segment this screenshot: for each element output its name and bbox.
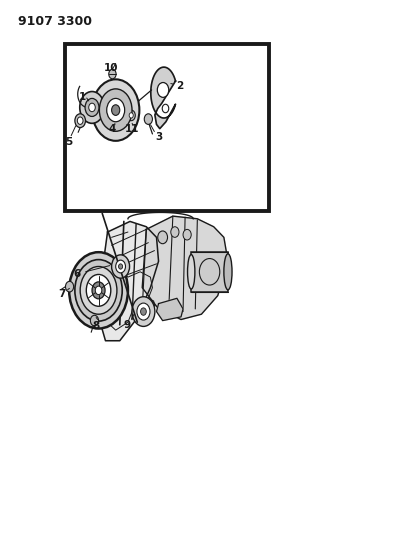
Text: 3: 3 xyxy=(155,132,162,142)
Circle shape xyxy=(158,231,168,244)
Polygon shape xyxy=(142,216,228,319)
Text: 8: 8 xyxy=(92,321,100,331)
Circle shape xyxy=(85,99,99,116)
Circle shape xyxy=(99,89,132,131)
Circle shape xyxy=(118,264,122,269)
Text: 10: 10 xyxy=(104,63,118,72)
Circle shape xyxy=(90,316,99,326)
Circle shape xyxy=(65,281,74,292)
Circle shape xyxy=(92,282,105,299)
Text: 11: 11 xyxy=(125,124,139,134)
Text: 4: 4 xyxy=(109,124,116,134)
Circle shape xyxy=(107,99,125,122)
Text: 5: 5 xyxy=(65,137,72,147)
Circle shape xyxy=(112,105,120,115)
Circle shape xyxy=(109,69,116,79)
Circle shape xyxy=(89,103,95,112)
Circle shape xyxy=(95,286,102,295)
Circle shape xyxy=(92,79,139,141)
Circle shape xyxy=(77,117,83,124)
Circle shape xyxy=(112,255,129,278)
Circle shape xyxy=(157,83,169,98)
Bar xyxy=(65,44,269,211)
Circle shape xyxy=(137,303,150,320)
Polygon shape xyxy=(151,67,175,128)
Circle shape xyxy=(141,308,146,316)
Text: 7: 7 xyxy=(58,289,65,299)
Circle shape xyxy=(144,114,152,124)
Circle shape xyxy=(69,252,128,328)
Circle shape xyxy=(75,114,85,127)
Bar xyxy=(191,252,228,292)
Circle shape xyxy=(162,104,169,113)
Ellipse shape xyxy=(224,254,232,290)
Polygon shape xyxy=(157,298,183,320)
Polygon shape xyxy=(99,221,159,341)
Circle shape xyxy=(86,274,111,306)
Circle shape xyxy=(115,260,125,273)
Text: 6: 6 xyxy=(73,270,81,279)
Circle shape xyxy=(132,297,155,326)
Text: 9107 3300: 9107 3300 xyxy=(18,14,92,28)
Circle shape xyxy=(75,260,122,321)
Circle shape xyxy=(80,92,104,123)
Text: 9: 9 xyxy=(124,320,131,330)
Text: 2: 2 xyxy=(176,81,183,91)
Circle shape xyxy=(171,227,179,237)
Circle shape xyxy=(129,113,133,118)
Circle shape xyxy=(183,229,191,240)
Text: 1: 1 xyxy=(79,92,86,102)
Circle shape xyxy=(80,266,117,314)
Ellipse shape xyxy=(187,255,195,289)
Circle shape xyxy=(127,110,135,120)
